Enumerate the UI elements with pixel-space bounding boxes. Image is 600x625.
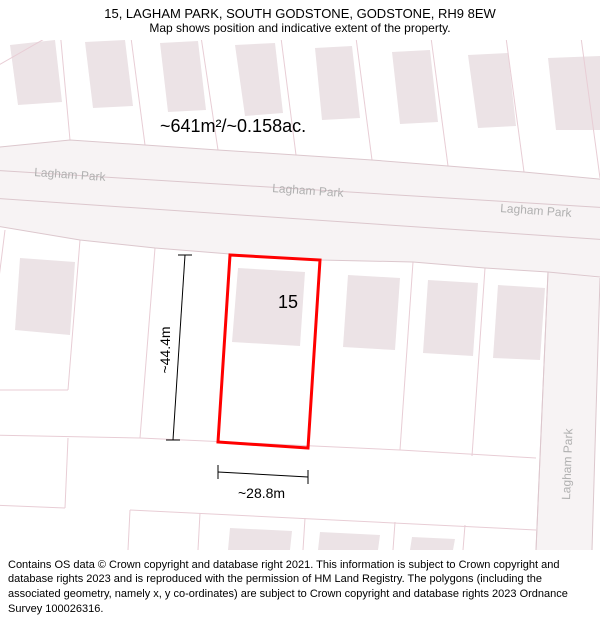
dimension-width-label: ~28.8m: [238, 485, 285, 501]
building-shape: [468, 53, 516, 128]
plot-boundary-line: [0, 505, 65, 508]
plot-boundary-line: [60, 40, 70, 140]
plot-boundary-line: [130, 40, 145, 145]
road-side-fill: [536, 272, 600, 550]
dimension-line: [218, 472, 308, 477]
building-shape: [85, 40, 133, 108]
building-shape: [343, 275, 400, 350]
plot-boundary-line: [463, 525, 465, 550]
building-shape: [410, 537, 455, 550]
map-svg: Lagham ParkLagham ParkLagham ParkLagham …: [0, 40, 600, 550]
plot-boundary-line: [400, 262, 413, 450]
building-shape: [160, 41, 206, 112]
plot-boundary-line: [198, 513, 200, 550]
area-measurement-label: ~641m²/~0.158ac.: [160, 116, 306, 136]
plot-boundary-line: [280, 40, 296, 155]
map-container: Lagham ParkLagham ParkLagham ParkLagham …: [0, 40, 600, 550]
building-shape: [315, 46, 360, 120]
plot-boundary-line: [65, 438, 68, 508]
road-name-label: Lagham Park: [559, 427, 576, 500]
building-shape: [423, 280, 478, 356]
plot-boundary-line: [303, 518, 305, 550]
page-subtitle: Map shows position and indicative extent…: [10, 21, 590, 35]
property-number-label: 15: [278, 292, 298, 312]
dimension-line: [173, 255, 185, 440]
footer-attribution: Contains OS data © Crown copyright and d…: [0, 552, 600, 625]
building-shape: [392, 50, 438, 124]
plot-boundary-line: [0, 230, 5, 350]
building-shape: [318, 532, 380, 550]
plot-boundary-line: [130, 510, 536, 530]
building-shape: [228, 528, 292, 550]
plot-boundary-line: [128, 510, 130, 550]
plot-boundary-line: [0, 435, 140, 438]
plot-boundary-line: [393, 522, 395, 550]
header: 15, LAGHAM PARK, SOUTH GODSTONE, GODSTON…: [0, 0, 600, 39]
building-shape: [235, 43, 283, 116]
plot-boundary-line: [400, 450, 536, 458]
page-title: 15, LAGHAM PARK, SOUTH GODSTONE, GODSTON…: [10, 6, 590, 21]
plot-boundary-line: [140, 248, 155, 438]
building-shape: [10, 40, 62, 105]
dimension-height-label: ~44.4m: [157, 326, 173, 373]
building-shape: [493, 285, 545, 360]
building-shape: [15, 258, 75, 335]
